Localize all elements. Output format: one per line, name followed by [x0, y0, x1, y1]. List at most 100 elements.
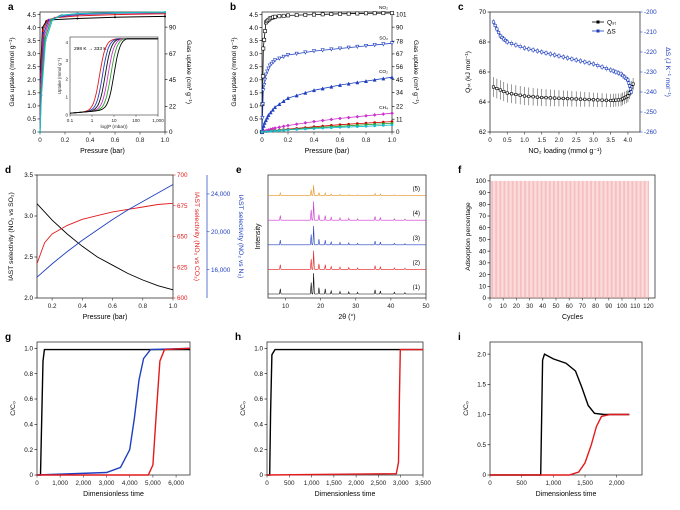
breakthrough-curve: [37, 348, 190, 476]
square-marker: [614, 70, 618, 74]
panel-c: c 0 0.5 1.0 1.5 2.0 2.5 3.0 3.5 4.0 NO₂ loading (m…: [458, 2, 671, 155]
circle-marker: [321, 126, 325, 130]
triangle-marker: [285, 53, 291, 58]
circle-marker: [43, 37, 47, 40]
square-marker: [570, 57, 574, 61]
y-tick-label: -250: [644, 109, 657, 116]
x-tick-label: 0.8: [138, 303, 147, 310]
y-tick-label: 1.0: [254, 346, 263, 353]
cycle-bar: [616, 180, 618, 298]
cycle-bar: [583, 180, 585, 298]
cycle-bar: [546, 180, 548, 298]
triangle-marker: [381, 42, 386, 47]
cycle-bar: [620, 180, 622, 298]
y-tick-label: 0: [482, 472, 486, 479]
circle-marker: [381, 124, 385, 127]
square-marker: [626, 78, 630, 82]
cycle-bar: [645, 180, 647, 298]
y-tick-label: 650: [177, 234, 188, 241]
circle-marker: [113, 11, 117, 14]
x-axis-label: Dimensionless time: [315, 491, 376, 498]
circle-marker: [264, 130, 268, 134]
y-tick-label: 80: [479, 201, 487, 208]
triangle-marker: [271, 60, 276, 65]
circle-marker: [163, 15, 167, 18]
square-marker: [527, 94, 531, 98]
square-marker: [574, 58, 578, 62]
y-tick-label: 45: [396, 77, 404, 84]
square-marker: [263, 29, 267, 34]
cycle-bar: [640, 180, 641, 298]
square-marker: [561, 55, 565, 59]
x-axis-label: Pressure (bar): [305, 148, 350, 155]
y-tick-label: 20: [479, 272, 487, 279]
x-tick-label: 2,000: [348, 480, 364, 487]
cycle-bar: [518, 180, 520, 298]
x-tick-label: 0.8: [362, 137, 371, 144]
x-axis-label: Pressure (bar): [80, 148, 125, 155]
cycle-bar: [601, 180, 603, 298]
triangle-marker: [372, 77, 377, 82]
y-tick-label: -200: [644, 9, 657, 16]
triangle-marker: [269, 61, 274, 67]
square-marker: [514, 93, 518, 97]
square-marker: [631, 82, 635, 86]
y-tick-label: 90: [169, 24, 177, 31]
square-marker: [609, 99, 613, 103]
y-tick-label: 2.0: [27, 77, 36, 84]
cycle-bar: [624, 180, 626, 298]
cycle-bar: [595, 180, 596, 298]
cycle-bar: [563, 180, 565, 298]
y-tick-label: 625: [177, 264, 188, 271]
square-marker: [390, 11, 394, 15]
cycle-bar: [494, 180, 496, 298]
x-tick-label: 3.0: [589, 137, 598, 144]
circle-marker: [312, 127, 316, 130]
x-tick-label: 500: [516, 480, 527, 487]
x-tick-label: 70: [579, 303, 587, 310]
triangle-marker: [268, 110, 273, 115]
cycle-bar: [525, 180, 527, 298]
square-marker: [540, 96, 544, 100]
y-tick-label: 0.6: [254, 396, 263, 403]
cycle-bar: [575, 180, 577, 298]
square-marker: [303, 12, 308, 17]
x-axis-label: 2θ (°): [338, 313, 355, 321]
y-tick-label: 0: [259, 472, 263, 479]
cycle-bar: [501, 180, 503, 298]
x-tick-label: 0.2: [61, 137, 70, 144]
x-tick-label: 1,500: [326, 480, 342, 487]
cycle-bar: [638, 180, 640, 298]
cycle-bar: [519, 180, 521, 298]
square-marker: [527, 47, 531, 51]
panel-f: f0 10 20 30 40 50 60 70 80 90 100 110 120Cycles01020…: [458, 165, 656, 321]
square-marker: [561, 96, 565, 100]
cycle-bar: [517, 180, 519, 298]
plot-frame: [39, 11, 166, 133]
square-marker: [587, 98, 591, 102]
triangle-marker: [363, 78, 369, 83]
plot-frame: [36, 174, 174, 299]
square-marker: [604, 98, 608, 102]
x-tick-label: 0.6: [111, 137, 120, 144]
cycle-bar: [549, 180, 550, 298]
y-tick-label: 62: [479, 129, 487, 136]
plot-frame: [261, 11, 393, 133]
diamond-marker: [329, 117, 334, 122]
triangle-marker: [311, 49, 317, 54]
cycle-bar: [592, 180, 594, 298]
x-tick-label: 0: [35, 480, 39, 487]
x-tick-label: 1.0: [520, 137, 529, 144]
cycle-bar: [508, 180, 509, 298]
x-tick-label: 30: [526, 303, 534, 310]
square-marker: [329, 12, 334, 16]
cycle-bar: [579, 180, 581, 298]
cycle-bar: [526, 180, 528, 298]
cycle-bar: [550, 180, 552, 298]
triangle-marker: [277, 56, 282, 61]
square-marker: [548, 52, 552, 56]
cycle-bar: [644, 180, 645, 298]
y-tick-label: 1.5: [249, 90, 258, 97]
y-axis-label: Gas uptake (cm³ g⁻¹): [412, 40, 419, 104]
